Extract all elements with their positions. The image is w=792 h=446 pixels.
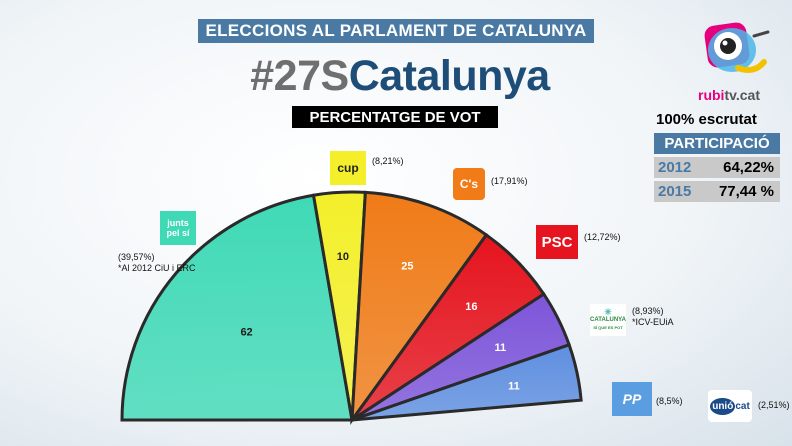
logo-suffix: tv.cat xyxy=(724,87,760,103)
unio-logo-prefix: unió xyxy=(710,397,736,415)
hashtag-prefix: #27S xyxy=(250,52,349,100)
csqp-logo-icon: ✳ CATALUNYA SÍ QUE ES POT xyxy=(590,304,626,336)
participation-value: 77,44 % xyxy=(718,183,774,200)
participation-value: 64,22% xyxy=(723,159,774,176)
rubitv-logo-icon xyxy=(704,22,770,73)
psc-logo-text: PSC xyxy=(541,233,573,251)
hashtag-suffix: Catalunya xyxy=(348,52,551,100)
seat-label-cup: 10 xyxy=(337,251,349,263)
seat-label-pp: 11 xyxy=(508,381,520,393)
psc-pct: (12,72%) xyxy=(584,232,621,242)
csqp-pct: (8,93%) xyxy=(632,306,664,316)
jxsi-logo-line2: pel sí xyxy=(166,228,190,238)
jxsi-logo-icon: junts pel sí xyxy=(160,211,196,245)
pp-logo-icon: PP xyxy=(612,382,652,416)
scrutiny-label: 100% escrutat xyxy=(656,111,757,128)
csqp-note: *ICV-EUiA xyxy=(632,317,674,327)
participation-title: PARTICIPACIÓ xyxy=(654,133,780,154)
unio-logo-suffix: cat xyxy=(735,400,750,412)
csqp-logo-line1: CATALUNYA xyxy=(590,317,626,323)
hashtag-title: #27SCatalunya xyxy=(235,52,565,101)
cup-pct: (8,21%) xyxy=(372,156,404,166)
title-banner: ELECCIONS AL PARLAMENT DE CATALUNYA xyxy=(198,19,594,43)
participation-row-2015: 2015 77,44 % xyxy=(654,181,780,202)
participation-row-2012: 2012 64,22% xyxy=(654,157,780,178)
cup-logo-text: cup xyxy=(337,161,359,175)
seat-wedge-jxsi xyxy=(120,193,354,422)
psc-logo-icon: PSC xyxy=(536,225,578,259)
seat-wedge-pp xyxy=(351,342,583,422)
participation-year: 2012 xyxy=(658,159,692,176)
rubitv-logo-text: rubitv.cat xyxy=(698,87,760,103)
cup-logo-icon: cup xyxy=(330,151,366,185)
seat-label-psc: 16 xyxy=(465,301,477,313)
logo-prefix: rubi xyxy=(698,87,725,103)
unio-pct: (2,51%) xyxy=(758,400,790,410)
cs-pct: (17,91%) xyxy=(491,176,528,186)
cs-logo-icon: C's xyxy=(453,168,485,200)
csqp-logo-line2: SÍ QUE ES POT xyxy=(593,325,623,330)
chart-subtitle: PERCENTATGE DE VOT xyxy=(292,106,498,128)
pp-logo-text: PP xyxy=(622,391,642,407)
pp-pct: (8,5%) xyxy=(656,396,683,406)
cs-logo-text: C's xyxy=(459,177,479,191)
jxsi-logo-line1: junts xyxy=(167,218,189,228)
seat-label-cs: 25 xyxy=(401,260,413,272)
participation-year: 2015 xyxy=(658,183,692,200)
csqp-logo-mark: ✳ xyxy=(604,307,612,317)
unio-logo-icon: unió cat xyxy=(708,390,752,422)
seat-label-jxsi: 62 xyxy=(240,327,252,339)
seat-label-csqp: 11 xyxy=(495,342,507,354)
seat-wedge-cs xyxy=(350,190,489,426)
jxsi-note: *Al 2012 CiU i ERC xyxy=(118,263,196,273)
jxsi-pct: (39,57%) xyxy=(118,252,155,262)
